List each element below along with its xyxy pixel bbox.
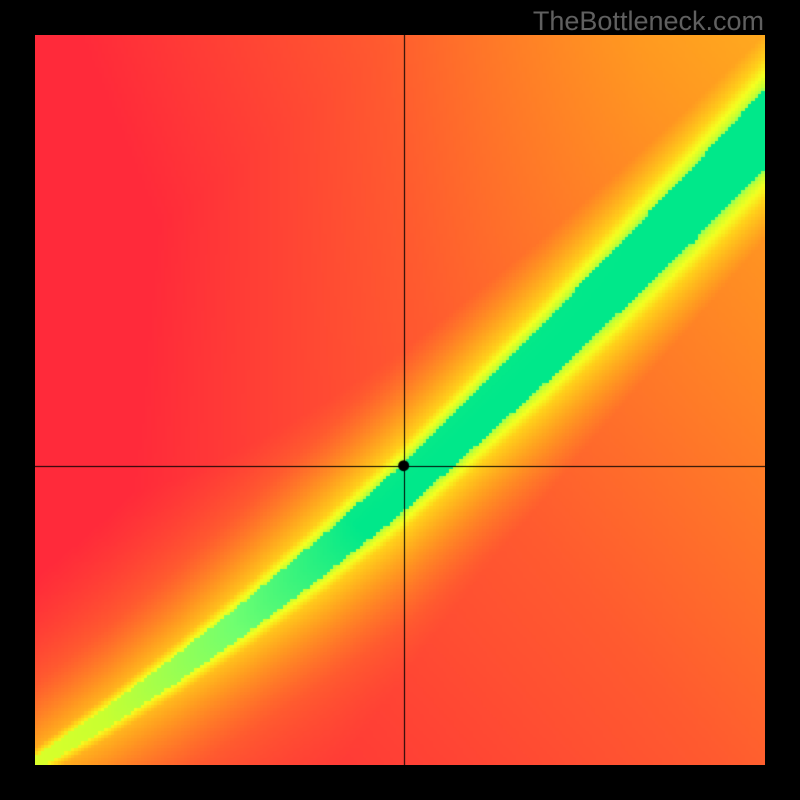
watermark-text: TheBottleneck.com xyxy=(533,6,764,37)
bottleneck-heatmap xyxy=(35,35,765,765)
chart-root: TheBottleneck.com xyxy=(0,0,800,800)
